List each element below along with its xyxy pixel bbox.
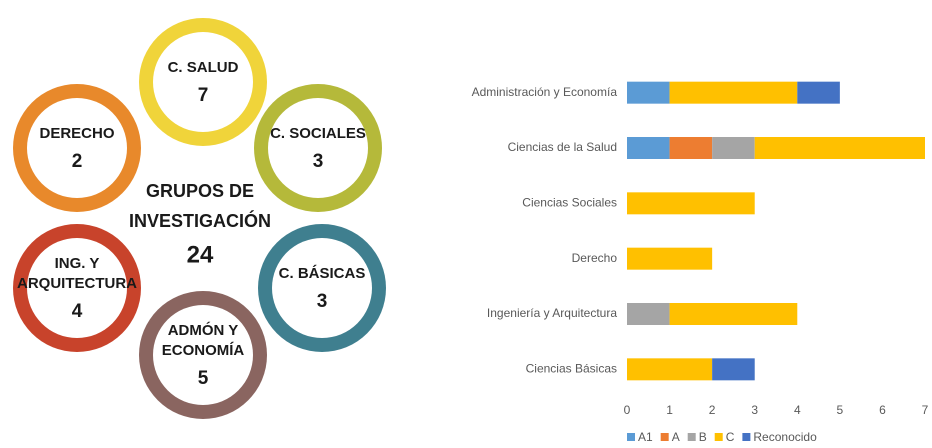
x-tick-label: 5 [837,403,844,417]
x-tick-label: 1 [666,403,673,417]
x-tick-label: 2 [709,403,716,417]
bar-segment [712,137,755,159]
node-label: ING. Y [55,255,100,272]
legend-label: Reconocido [753,430,817,444]
node-label: ECONOMÍA [162,342,245,359]
bar-segment [669,137,713,159]
node-label: C. SALUD [168,59,239,76]
x-tick-label: 6 [879,403,886,417]
node-inner [268,98,368,198]
x-tick-label: 4 [794,403,801,417]
node-value: 7 [198,85,209,106]
bar-segment [627,358,713,381]
x-tick-label: 0 [624,403,631,417]
legend-swatch [660,433,669,441]
node-value: 2 [72,151,83,172]
node-label: C. BÁSICAS [279,265,366,282]
legend-swatch [714,433,723,441]
node-inner [27,98,127,198]
legend-label: B [699,430,707,444]
bar-segment [712,358,755,381]
legend-swatch [687,433,696,441]
node-value: 4 [72,301,83,322]
bar-segment [627,303,670,325]
node-value: 3 [313,151,324,172]
y-tick-label: Ciencias Sociales [522,196,617,210]
node-label: C. SOCIALES [270,125,366,142]
x-tick-label: 3 [751,403,758,417]
node-label: DERECHO [39,125,114,142]
bar-segment [627,247,713,270]
bar-segment [627,192,755,215]
node-inner [153,32,253,132]
legend-label: C [726,430,735,444]
y-tick-label: Ingeniería y Arquitectura [487,306,617,320]
bar-segment [627,137,670,159]
legend-label: A [672,430,680,444]
y-tick-label: Administración y Economía [472,85,618,99]
bar-segment [754,137,925,159]
center-value: 24 [187,241,214,268]
node-value: 5 [198,368,209,389]
center-label: INVESTIGACIÓN [129,210,271,231]
bar-segment [627,81,670,104]
y-tick-label: Ciencias de la Salud [508,140,617,154]
y-tick-label: Derecho [572,251,618,265]
x-tick-label: 7 [922,403,929,417]
legend-swatch [742,433,751,441]
node-value: 3 [317,291,328,312]
legend-label: A1 [638,430,653,444]
node-inner [153,305,253,405]
y-tick-label: Ciencias Básicas [526,362,617,376]
legend-swatch [627,433,635,441]
node-label: ADMÓN Y [168,321,239,339]
node-label: ARQUITECTURA [17,275,137,292]
bar-segment [669,303,798,325]
bar-segment [797,81,840,104]
node-inner [272,238,372,338]
node-inner [27,238,127,338]
center-label: GRUPOS DE [146,181,254,201]
bar-segment [669,81,798,104]
